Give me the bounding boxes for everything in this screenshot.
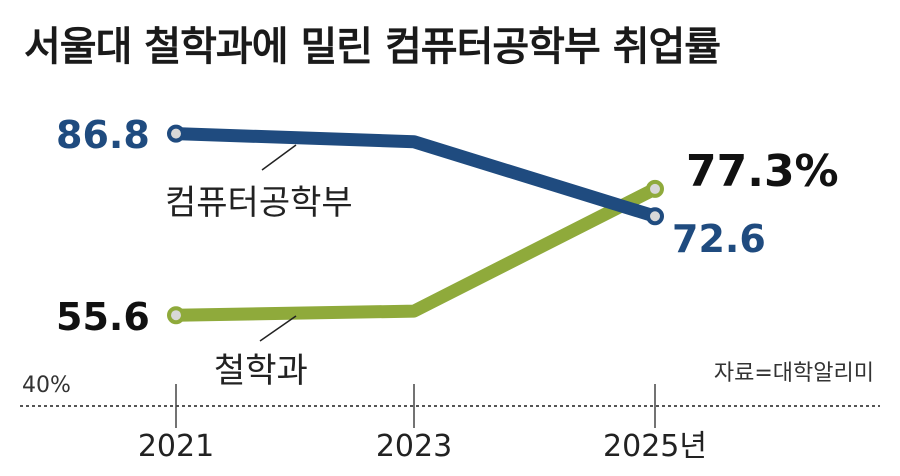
series-layer — [167, 124, 664, 325]
series-0-point-0 — [167, 124, 185, 143]
series-label-pointer-computer — [261, 144, 297, 171]
series-line-0 — [169, 127, 662, 223]
x-tick-label-1: 2023 — [376, 429, 452, 464]
source-label: 자료=대학알리미 — [714, 361, 874, 386]
series-1-point-0 — [167, 306, 185, 325]
value-label-computer-start: 86.8 — [56, 113, 150, 157]
series-label-pointer-philosophy — [259, 315, 297, 342]
y-tick-label: 40% — [22, 373, 71, 398]
x-tick-label-2: 2025년 — [603, 429, 707, 464]
value-label-philosophy-end: 77.3% — [686, 146, 839, 197]
value-label-computer-end: 72.6 — [672, 217, 766, 261]
value-label-philosophy-start: 55.6 — [56, 295, 150, 339]
series-1-point-2 — [646, 179, 664, 198]
series-label-computer: 컴퓨터공학부 — [165, 183, 353, 223]
x-tick-label-0: 2021 — [138, 429, 214, 464]
series-0-point-2 — [646, 207, 664, 226]
chart-title: 서울대 철학과에 밀린 컴퓨터공학부 취업률 — [24, 24, 721, 70]
x-axis: 2021 2023 2025년 — [138, 384, 707, 464]
series-label-philosophy: 철학과 — [214, 351, 308, 391]
series-line-1 — [169, 182, 662, 322]
